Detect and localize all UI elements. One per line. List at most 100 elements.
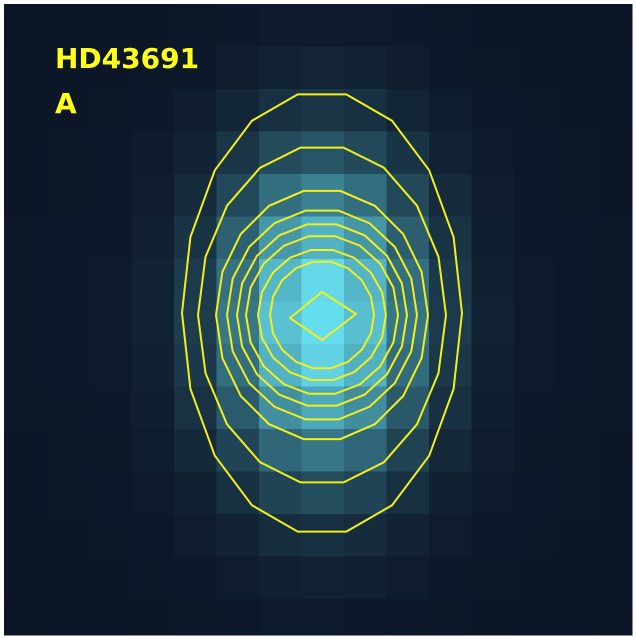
pixel <box>259 4 302 47</box>
pixel <box>429 556 472 600</box>
pixel <box>131 4 175 47</box>
pixel <box>46 386 90 430</box>
pixel <box>46 301 90 345</box>
pixel <box>259 471 302 515</box>
contour <box>214 189 430 441</box>
pixel <box>514 344 557 387</box>
pixel <box>46 259 90 302</box>
pixel <box>131 386 175 430</box>
pixel <box>4 259 47 302</box>
pixel <box>599 301 633 345</box>
pixel <box>556 344 600 387</box>
pixel <box>599 131 633 175</box>
pixel <box>4 131 47 175</box>
pixel <box>259 131 302 175</box>
pixel <box>344 89 387 132</box>
pixel <box>344 556 387 600</box>
contour <box>196 146 448 484</box>
pixel <box>599 4 633 47</box>
pixel <box>4 344 47 387</box>
pixel <box>174 46 217 90</box>
pixel <box>556 174 600 217</box>
pixel <box>556 131 600 175</box>
pixel <box>344 216 387 260</box>
pixel <box>344 131 387 175</box>
pixel <box>131 89 175 132</box>
pixel <box>89 344 132 387</box>
pixel <box>301 599 345 636</box>
pixel <box>471 514 515 557</box>
pixel <box>471 556 515 600</box>
pixel <box>89 174 132 217</box>
pixel <box>514 471 557 515</box>
pixel <box>386 4 430 47</box>
pixel <box>514 46 557 90</box>
pixel <box>174 344 217 387</box>
pixel <box>89 131 132 175</box>
pixel <box>89 259 132 302</box>
pixel <box>301 556 345 600</box>
pixel <box>46 556 90 600</box>
pixel <box>89 471 132 515</box>
pixel <box>301 301 345 345</box>
pixel <box>471 301 515 345</box>
pixel <box>216 599 260 636</box>
pixel <box>174 429 217 472</box>
pixel <box>386 556 430 600</box>
pixel <box>89 429 132 472</box>
pixel <box>514 386 557 430</box>
pixel <box>429 259 472 302</box>
pixel <box>174 556 217 600</box>
pixel <box>131 344 175 387</box>
pixel <box>471 386 515 430</box>
pixel <box>259 556 302 600</box>
pixel <box>174 471 217 515</box>
pixel <box>4 301 47 345</box>
pixel <box>174 301 217 345</box>
pixel <box>471 259 515 302</box>
pixel <box>46 216 90 260</box>
contour <box>180 93 464 533</box>
pixel <box>4 514 47 557</box>
pixel <box>556 556 600 600</box>
pixel <box>89 46 132 90</box>
pixel <box>599 386 633 430</box>
pixel <box>259 514 302 557</box>
pixel <box>471 471 515 515</box>
pixel <box>301 471 345 515</box>
pixel <box>429 514 472 557</box>
pixel <box>429 131 472 175</box>
pixel <box>216 89 260 132</box>
pixel <box>131 301 175 345</box>
pixel <box>4 46 47 90</box>
pixel <box>46 599 90 636</box>
pixel <box>259 599 302 636</box>
pixel <box>386 599 430 636</box>
pixel <box>514 556 557 600</box>
pixel <box>514 4 557 47</box>
pixel <box>429 301 472 345</box>
pixel <box>599 344 633 387</box>
pixel <box>556 429 600 472</box>
pixel <box>471 89 515 132</box>
pixel <box>46 514 90 557</box>
pixel <box>344 46 387 90</box>
pixel <box>514 89 557 132</box>
pixel <box>599 514 633 557</box>
pixel <box>471 344 515 387</box>
pixel <box>216 4 260 47</box>
pixel <box>216 174 260 217</box>
pixel <box>429 471 472 515</box>
pixel <box>429 89 472 132</box>
pixel <box>216 259 260 302</box>
pixel <box>4 471 47 515</box>
pixel <box>556 471 600 515</box>
pixel <box>174 259 217 302</box>
pixel <box>344 4 387 47</box>
pixel <box>514 131 557 175</box>
pixel <box>131 174 175 217</box>
pixel <box>46 131 90 175</box>
pixel <box>599 471 633 515</box>
